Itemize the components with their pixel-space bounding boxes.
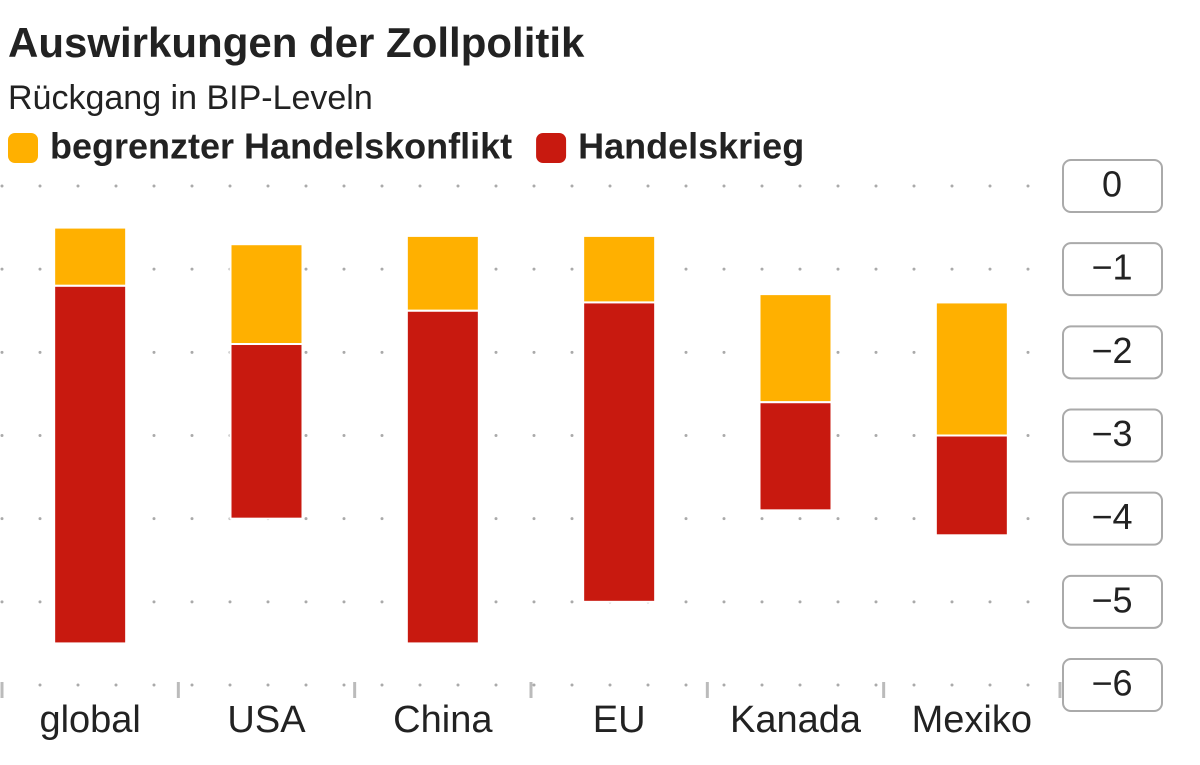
- y-tick-box: [1062, 408, 1163, 463]
- chart-title: Auswirkungen der Zollpolitik: [8, 19, 585, 66]
- x-tick-label: global: [39, 699, 140, 741]
- y-tick-box: [1062, 159, 1163, 213]
- bar-segment: [582, 234, 657, 304]
- y-tick-label: −5: [1091, 579, 1132, 620]
- y-tick-box: [1062, 325, 1163, 380]
- x-tick-label: USA: [227, 699, 306, 741]
- y-tick-label: 0: [1102, 164, 1122, 205]
- y-tick-box: [1062, 574, 1163, 629]
- y-tick-label: −1: [1091, 247, 1132, 288]
- legend-label: Handelskrieg: [578, 126, 804, 167]
- bar-segment: [934, 301, 1009, 437]
- x-tick-label: Kanada: [730, 699, 862, 741]
- y-tick-box: [1062, 491, 1163, 546]
- legend-label: begrenzter Handelskonflikt: [50, 126, 512, 167]
- bar-segment: [229, 243, 304, 346]
- x-tick-label: Mexiko: [912, 699, 1032, 741]
- y-tick-box: [1062, 658, 1163, 712]
- bar-segment: [229, 343, 304, 520]
- legend-swatch: [536, 133, 567, 163]
- bar-segment: [758, 293, 833, 404]
- bar-segment: [405, 234, 480, 312]
- y-tick-label: −3: [1091, 413, 1132, 454]
- legend-swatch: [8, 133, 38, 163]
- y-tick-label: −6: [1091, 663, 1132, 704]
- x-tick-label: EU: [593, 699, 646, 741]
- bar-segment: [405, 309, 480, 645]
- bar-segment: [53, 226, 128, 287]
- chart-subtitle: Rückgang in BIP-Leveln: [8, 79, 373, 117]
- y-tick-label: −2: [1091, 330, 1132, 371]
- y-tick-label: −4: [1091, 496, 1132, 537]
- x-tick-label: China: [393, 699, 493, 741]
- bar-segment: [53, 284, 128, 645]
- bar-segment: [758, 401, 833, 512]
- y-tick-box: [1062, 242, 1163, 297]
- bar-segment: [582, 301, 657, 603]
- bar-segment: [934, 434, 1009, 537]
